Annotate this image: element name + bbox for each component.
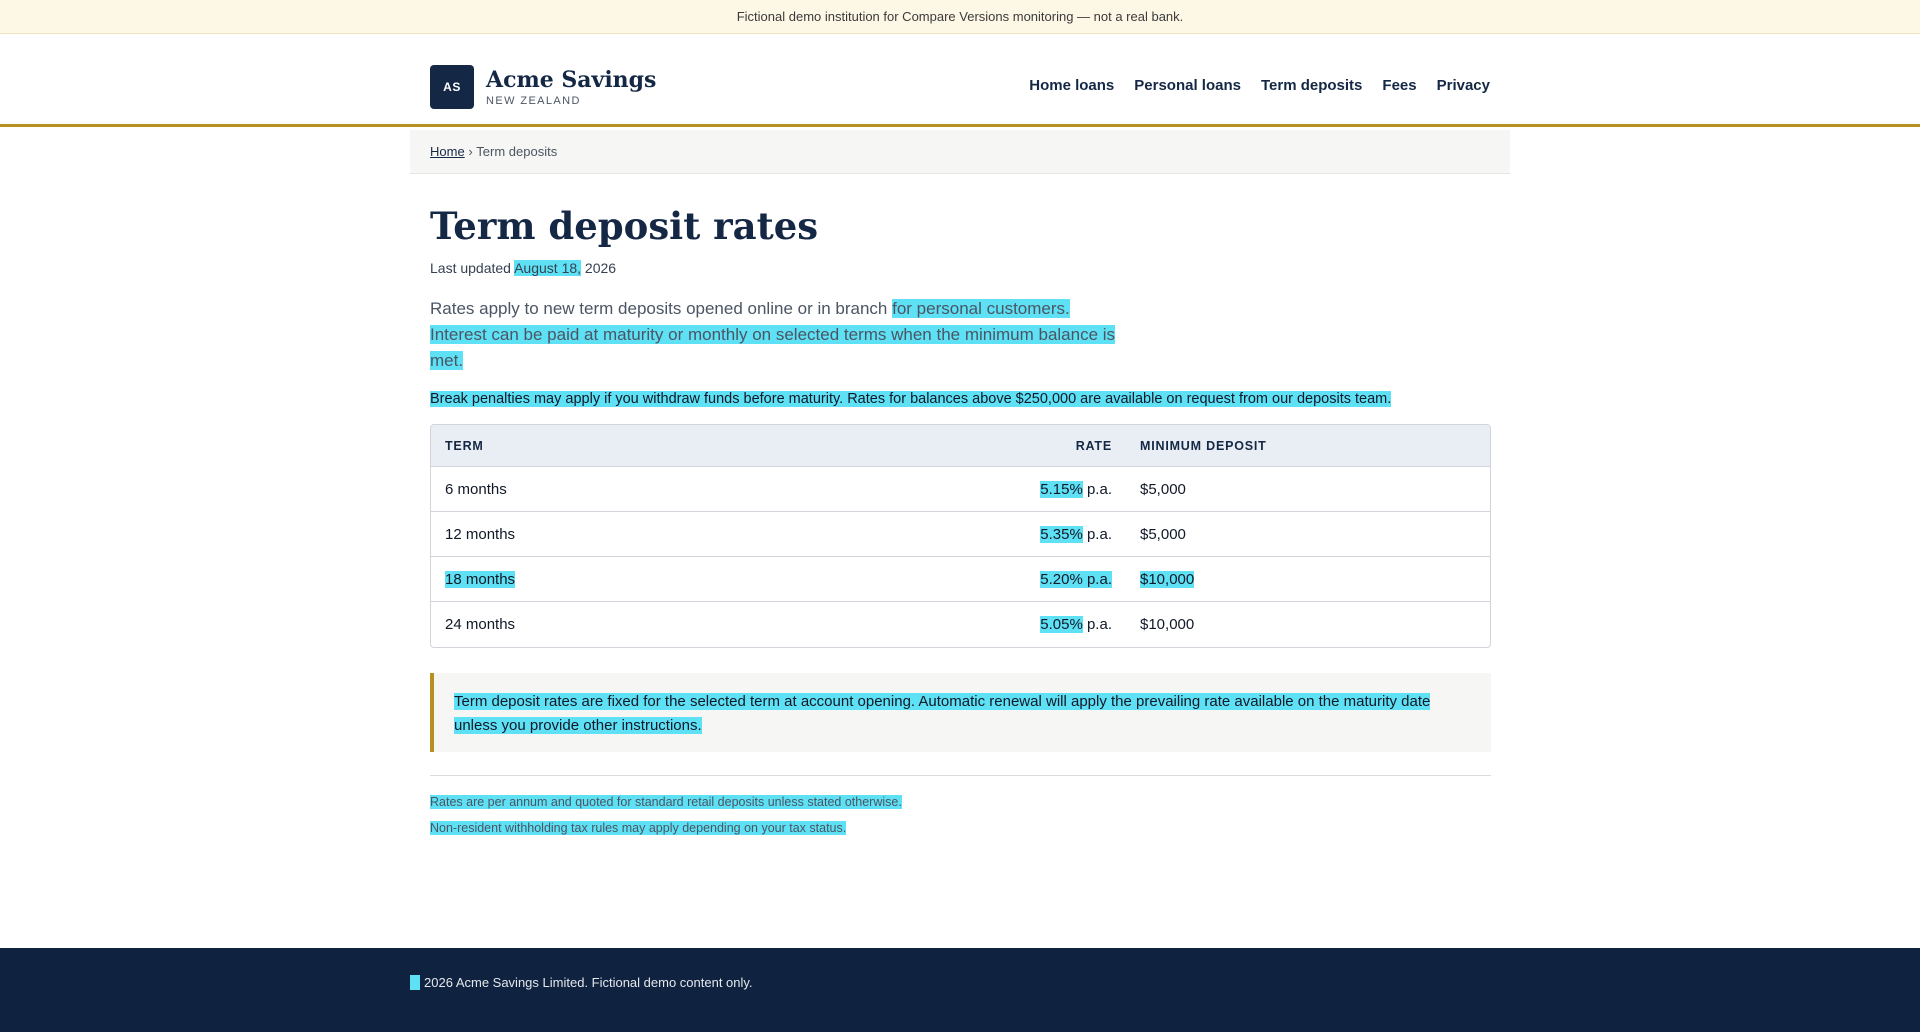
footer-copyright: 2026 Acme Savings Limited. Fictional dem…	[410, 975, 753, 990]
cell-term: 6 months	[431, 467, 958, 512]
nav-privacy[interactable]: Privacy	[1436, 77, 1490, 94]
rate-value: 5.35%	[1040, 525, 1083, 543]
breadcrumb-separator: ›	[468, 144, 473, 159]
cell-minimum: $10,000	[1126, 557, 1490, 602]
intro-text: Rates apply to new term deposits opened …	[430, 299, 893, 318]
brand-text: Acme Savings NEW ZEALAND	[486, 67, 656, 107]
cell-term: 12 months	[431, 512, 958, 557]
nav-home-loans[interactable]: Home loans	[1029, 77, 1115, 94]
break-penalty-notice: Break penalties may apply if you withdra…	[430, 391, 1490, 407]
intro-paragraph: Rates apply to new term deposits opened …	[430, 296, 1130, 374]
rate-suffix: p.a.	[1086, 616, 1112, 633]
site-footer: 2026 Acme Savings Limited. Fictional dem…	[0, 948, 1920, 1032]
cell-minimum: $10,000	[1140, 616, 1195, 633]
table-header-row: TERM RATE MINIMUM DEPOSIT	[431, 425, 1490, 467]
header-term: TERM	[431, 425, 958, 467]
nav-term-deposits[interactable]: Term deposits	[1260, 77, 1363, 94]
cell-term: 18 months	[431, 557, 958, 602]
break-penalty-text: Break penalties may apply if you withdra…	[430, 391, 1392, 407]
brand-subtitle: NEW ZEALAND	[486, 95, 581, 107]
main-content: Term deposit rates Last updated August 1…	[430, 174, 1491, 835]
rate-value: 5.15%	[1040, 480, 1083, 498]
cell-rate: 5.05% p.a.	[958, 602, 1126, 647]
header-minimum-deposit: MINIMUM DEPOSIT	[1126, 425, 1490, 467]
rate-value: 5.05%	[1040, 616, 1083, 633]
nav-fees[interactable]: Fees	[1382, 77, 1417, 94]
last-updated-year: 2026	[584, 260, 617, 276]
table-row: 24 months 5.05% p.a. $10,000	[431, 602, 1490, 647]
rate-value: 5.20% p.a.	[1040, 570, 1112, 588]
nav-personal-loans[interactable]: Personal loans	[1134, 77, 1241, 94]
cell-rate: 5.35% p.a.	[958, 512, 1126, 557]
cell-minimum: $5,000	[1126, 467, 1490, 512]
copyright-mark	[410, 975, 420, 990]
divider	[430, 775, 1491, 776]
callout-text: Term deposit rates are fixed for the sel…	[454, 693, 1431, 734]
brand-mark: AS	[430, 65, 474, 109]
breadcrumb: Home › Term deposits	[410, 130, 1510, 174]
brand-logo-link[interactable]: AS Acme Savings NEW ZEALAND	[430, 65, 656, 109]
page-title: Term deposit rates	[430, 204, 819, 248]
breadcrumb-current: Term deposits	[476, 144, 558, 159]
fineprint-1: Rates are per annum and quoted for stand…	[430, 795, 902, 809]
main-nav: Home loans Personal loans Term deposits …	[1029, 77, 1490, 94]
rates-table: TERM RATE MINIMUM DEPOSIT 6 months 5.15%…	[430, 424, 1491, 648]
cell-rate: 5.20% p.a.	[958, 557, 1126, 602]
rate-callout: Term deposit rates are fixed for the sel…	[430, 673, 1491, 752]
table-row: 18 months 5.20% p.a. $10,000	[431, 557, 1490, 602]
table-row: 6 months 5.15% p.a. $5,000	[431, 467, 1490, 512]
demo-banner-text: Fictional demo institution for Compare V…	[736, 9, 1184, 24]
brand-name: Acme Savings	[486, 67, 657, 93]
site-header: AS Acme Savings NEW ZEALAND Home loans P…	[0, 34, 1920, 127]
rate-suffix: p.a.	[1086, 480, 1112, 498]
demo-banner: Fictional demo institution for Compare V…	[0, 0, 1920, 34]
last-updated-date: August 18,	[514, 260, 582, 276]
table-row: 12 months 5.35% p.a. $5,000	[431, 512, 1490, 557]
header-rate: RATE	[958, 425, 1126, 467]
last-updated-label: Last updated	[430, 260, 511, 276]
cell-minimum: $5,000	[1126, 512, 1490, 557]
last-updated: Last updated August 18, 2026	[430, 260, 1490, 276]
cell-rate: 5.15% p.a.	[958, 467, 1126, 512]
fineprint-2: Non-resident withholding tax rules may a…	[430, 821, 847, 835]
cell-term: 24 months	[445, 616, 516, 633]
breadcrumb-home-link[interactable]: Home	[430, 144, 465, 159]
rate-suffix: p.a.	[1086, 525, 1112, 543]
